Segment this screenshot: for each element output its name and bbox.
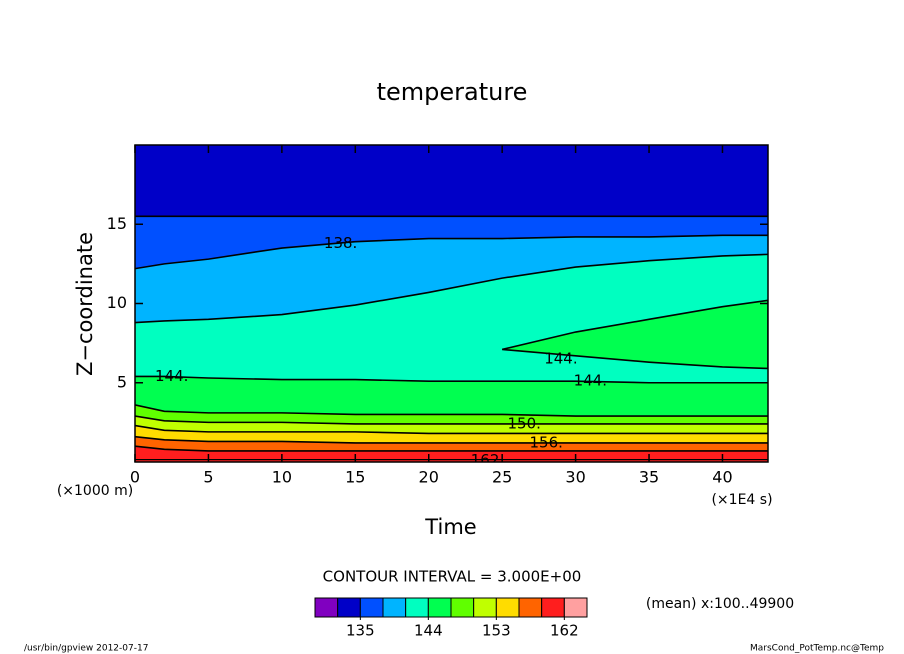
colorbar-box bbox=[427, 597, 452, 618]
contour-band bbox=[135, 446, 768, 462]
contour-label: 150. bbox=[507, 414, 540, 432]
x-tick-label: 5 bbox=[203, 468, 213, 487]
x-axis-label: Time bbox=[424, 515, 476, 539]
contour-label: 144. bbox=[155, 367, 188, 385]
plot-area: 138. 144. 144. 144. 150.156. 162. bbox=[135, 145, 768, 469]
contour-line bbox=[135, 234, 768, 270]
x-tick-label: 0 bbox=[130, 468, 140, 487]
contour-tongue bbox=[501, 299, 768, 370]
colorbar-box bbox=[518, 597, 543, 618]
contour-line bbox=[135, 404, 768, 417]
colorbar-box bbox=[314, 597, 339, 618]
y-axis-label: Z−coordinate bbox=[73, 232, 97, 376]
x-tick-label: 15 bbox=[345, 468, 365, 487]
footer-right: MarsCond_PotTemp.nc@Temp bbox=[750, 644, 884, 654]
y-unit: (×1000 m) bbox=[57, 483, 133, 499]
contour-line bbox=[135, 375, 768, 384]
x-tick-label: 10 bbox=[272, 468, 292, 487]
contour-label: 162. bbox=[471, 451, 504, 469]
colorbar-box bbox=[495, 597, 520, 618]
contour-interval: CONTOUR INTERVAL = 3.000E+00 bbox=[323, 568, 582, 586]
x-tick-label: 20 bbox=[419, 468, 439, 487]
contour-line bbox=[135, 424, 768, 435]
colorbar-box bbox=[405, 597, 429, 618]
x-tick-label: 30 bbox=[565, 468, 585, 487]
y-tick-label: 10 bbox=[107, 293, 127, 312]
colorbar-tick-label: 144 bbox=[414, 622, 443, 640]
contour-line bbox=[135, 435, 768, 444]
contour-line bbox=[135, 253, 768, 324]
colorbar-box bbox=[473, 597, 497, 618]
colorbar-tick-label: 153 bbox=[482, 622, 511, 640]
x-tick-label: 25 bbox=[492, 468, 512, 487]
colorbar-box bbox=[541, 597, 565, 618]
colorbar-box bbox=[450, 597, 475, 618]
contour-line bbox=[135, 415, 768, 425]
contour-label: 144. bbox=[544, 349, 577, 367]
colorbar-box bbox=[337, 597, 361, 618]
contour-line bbox=[135, 445, 768, 452]
colorbar-box bbox=[359, 597, 384, 618]
chart-title: temperature bbox=[377, 78, 528, 106]
contour-label: 138. bbox=[324, 234, 357, 252]
mean-note: (mean) x:100..49900 bbox=[646, 596, 794, 612]
colorbar-box bbox=[382, 597, 407, 618]
contour-label: 156. bbox=[530, 433, 563, 451]
colorbar-tick-label: 162 bbox=[550, 622, 579, 640]
y-tick-label: 5 bbox=[117, 372, 127, 391]
colorbar-box bbox=[563, 597, 588, 618]
contour-label: 144. bbox=[574, 372, 607, 390]
x-tick-label: 40 bbox=[712, 468, 732, 487]
footer-left: /usr/bin/gpview 2012-07-17 bbox=[24, 644, 148, 654]
x-unit: (×1E4 s) bbox=[711, 492, 772, 508]
y-tick-label: 15 bbox=[107, 214, 127, 233]
x-tick-label: 35 bbox=[639, 468, 659, 487]
colorbar-tick-label: 135 bbox=[346, 622, 375, 640]
